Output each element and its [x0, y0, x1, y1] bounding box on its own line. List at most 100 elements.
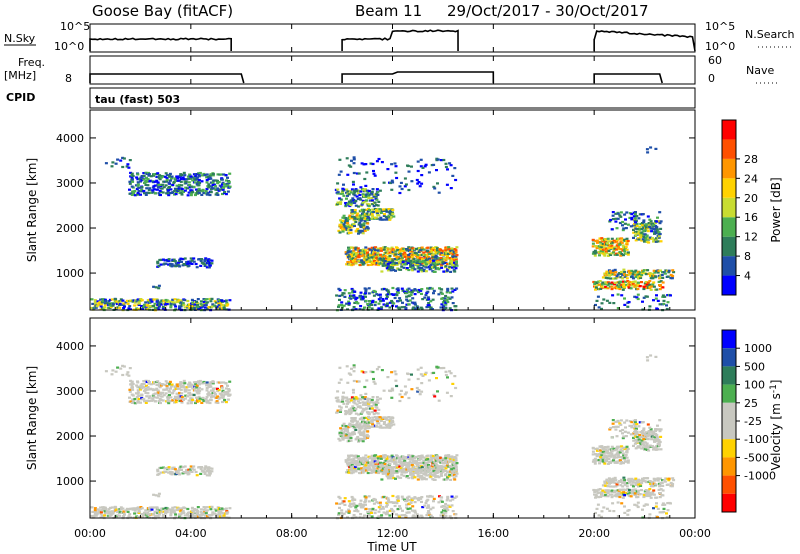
velocity-cell	[342, 512, 346, 515]
power-cell	[440, 303, 444, 306]
velocity-cell	[133, 402, 137, 405]
power-cell	[214, 301, 218, 304]
power-cell	[642, 296, 646, 299]
power-cell	[346, 194, 349, 197]
power-cell	[128, 159, 132, 162]
power-cell	[430, 287, 434, 290]
velocity-cell	[154, 494, 158, 497]
power-cell	[613, 273, 617, 276]
power-cell	[198, 258, 202, 261]
velocity-cell	[222, 514, 226, 517]
power-cell	[615, 227, 619, 230]
velocity-cell	[433, 395, 437, 398]
power-cell	[450, 296, 454, 299]
velocity-cell	[139, 384, 143, 387]
velocity-cell	[210, 513, 214, 516]
velocity-cell	[218, 514, 222, 517]
power-cell	[203, 298, 207, 301]
velocity-cell	[111, 369, 115, 372]
velocity-cell	[352, 391, 355, 394]
velocity-cell	[625, 449, 629, 452]
velocity-cell	[436, 390, 439, 393]
power-cell	[337, 304, 341, 307]
velocity-cell	[110, 506, 114, 509]
velocity-cell	[404, 391, 408, 394]
power-cell	[139, 298, 143, 301]
power-cell	[394, 250, 398, 253]
power-cell	[620, 237, 624, 240]
power-cell	[410, 165, 413, 168]
velocity-cell	[454, 513, 458, 516]
power-cell	[158, 174, 162, 177]
velocity-cell	[157, 473, 161, 476]
velocity-cell	[338, 502, 342, 505]
velocity-cell	[119, 506, 123, 509]
power-cell	[630, 218, 634, 221]
velocity-cell	[405, 475, 409, 478]
power-cell	[418, 260, 422, 263]
power-cell	[637, 237, 640, 240]
power-cell	[455, 254, 459, 257]
velocity-cell	[427, 510, 431, 513]
velocity-cell	[618, 495, 622, 499]
power-cell	[615, 253, 619, 256]
power-cell	[189, 175, 193, 178]
power-cell	[210, 297, 214, 300]
power-cell	[338, 289, 342, 292]
power-cell	[110, 165, 114, 168]
velocity-cell	[450, 468, 454, 471]
power-cell	[359, 198, 363, 201]
power-cell	[366, 251, 369, 254]
power-cell	[642, 287, 646, 291]
velocity-cell	[365, 379, 369, 382]
velocity-cell	[390, 396, 394, 399]
power-cell	[646, 230, 650, 233]
power-cell	[653, 228, 657, 231]
velocity-cell	[593, 457, 597, 460]
power-cell	[199, 300, 203, 303]
velocity-cell	[204, 465, 208, 468]
velocity-cell	[173, 468, 177, 471]
velocity-cell	[362, 371, 366, 374]
power-cell	[599, 249, 603, 253]
power-cell	[408, 252, 412, 255]
velocity-cell	[441, 469, 445, 472]
power-cell	[386, 252, 390, 255]
velocity-cell	[174, 516, 178, 519]
power-cell	[197, 191, 201, 195]
power-cell	[374, 290, 377, 293]
power-cell	[411, 249, 415, 252]
velocity-cell	[429, 514, 433, 517]
power-cell	[387, 211, 391, 214]
power-cell	[355, 301, 359, 304]
velocity-cell	[340, 433, 343, 436]
velocity-cell	[371, 509, 374, 512]
velocity-cell	[162, 507, 166, 510]
velocity-cell	[433, 466, 437, 469]
velocity-cell	[427, 512, 431, 515]
power-cell	[190, 185, 194, 188]
power-cell	[165, 301, 169, 304]
power-cell	[413, 293, 417, 296]
power-cell	[597, 280, 601, 283]
power-cell	[376, 191, 380, 194]
velocity-cell	[436, 366, 440, 369]
velocity-cell	[97, 511, 101, 514]
power-cell	[596, 284, 600, 287]
power-cell	[211, 303, 215, 306]
velocity-cell	[126, 510, 130, 513]
velocity-cell	[397, 469, 401, 472]
velocity-cell	[418, 393, 422, 396]
power-cell	[211, 174, 215, 177]
date-range-title: 29/Oct/2017 - 30/Oct/2017	[447, 2, 649, 20]
velocity-cell	[410, 464, 414, 467]
power-cell	[168, 182, 172, 185]
velocity-cell	[370, 405, 374, 408]
power-cell	[434, 254, 438, 257]
velocity-cell	[343, 497, 347, 500]
power-cell	[608, 282, 611, 285]
power-cell	[623, 297, 626, 300]
power-cell	[431, 298, 435, 301]
power-cell	[346, 229, 350, 232]
power-cell	[642, 235, 646, 239]
